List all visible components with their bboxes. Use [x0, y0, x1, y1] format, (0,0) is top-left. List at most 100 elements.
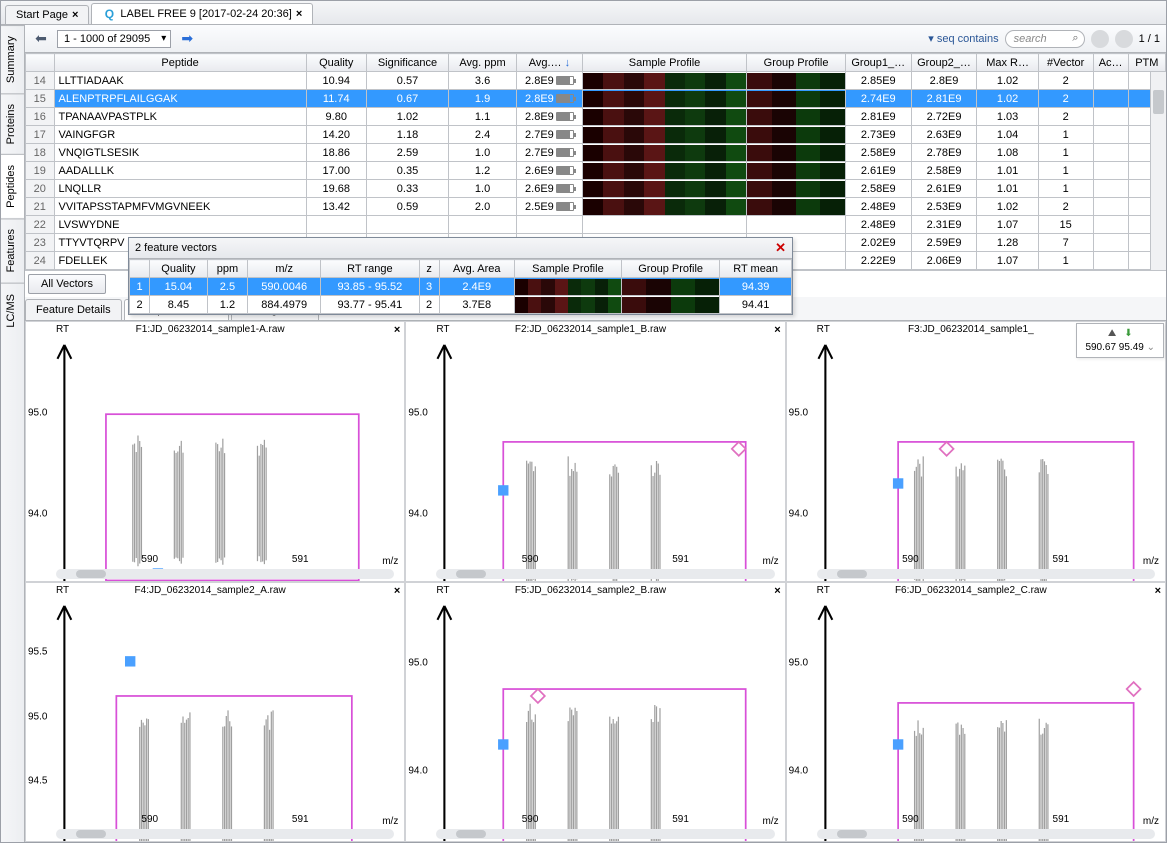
- panel-title: 2 feature vectors: [135, 242, 217, 254]
- column-header[interactable]: Avg.… ↓: [517, 54, 583, 72]
- close-icon[interactable]: ×: [296, 8, 302, 20]
- plot-chart[interactable]: [54, 599, 400, 843]
- x-tick: 590: [902, 814, 919, 825]
- horizontal-scrollbar[interactable]: [436, 569, 774, 579]
- column-header[interactable]: Ac…: [1093, 54, 1128, 72]
- close-icon[interactable]: ×: [394, 324, 400, 336]
- plot-panel: F2:JD_06232014_sample1_B.raw×RTm/z95.094…: [405, 321, 785, 582]
- x-tick: 591: [672, 814, 689, 825]
- column-header[interactable]: Group Profile: [747, 54, 846, 72]
- toolbar-button-1[interactable]: [1091, 30, 1109, 48]
- close-icon[interactable]: ×: [1155, 585, 1161, 597]
- plot-title: F2:JD_06232014_sample1_B.raw: [406, 324, 774, 335]
- column-header[interactable]: #Vector: [1038, 54, 1093, 72]
- column-header[interactable]: Peptide: [54, 54, 306, 72]
- column-header[interactable]: Avg. Area: [439, 260, 514, 278]
- horizontal-scrollbar[interactable]: [817, 569, 1155, 579]
- chevron-down-icon[interactable]: ⌄: [1147, 342, 1155, 353]
- column-header[interactable]: Sample Profile: [582, 54, 746, 72]
- vertical-scrollbar[interactable]: [1150, 72, 1166, 270]
- bottom-tab[interactable]: Feature Details: [25, 299, 122, 320]
- column-header[interactable]: ppm: [207, 260, 247, 278]
- y-tick: 94.0: [789, 765, 808, 776]
- side-tab-summary[interactable]: Summary: [1, 25, 24, 93]
- column-header[interactable]: Sample Profile: [514, 260, 621, 278]
- table-row[interactable]: 19AADALLLK17.000.351.22.6E92.61E92.58E91…: [26, 162, 1166, 180]
- plot-chart[interactable]: [815, 599, 1161, 843]
- column-header[interactable]: Quality: [150, 260, 208, 278]
- peak-icon[interactable]: ⛰: [1108, 328, 1116, 339]
- plot-chart[interactable]: [434, 338, 780, 582]
- side-tab-proteins[interactable]: Proteins: [1, 93, 24, 154]
- filter-dropdown[interactable]: ▾ seq contains: [928, 32, 998, 45]
- column-header[interactable]: RT mean: [720, 260, 792, 278]
- search-placeholder: search: [1014, 33, 1047, 45]
- plot-title: F4:JD_06232014_sample2_A.raw: [26, 585, 394, 596]
- horizontal-scrollbar[interactable]: [56, 829, 394, 839]
- y-tick: 95.5: [28, 647, 47, 658]
- column-header[interactable]: Significance: [366, 54, 448, 72]
- close-icon[interactable]: ×: [774, 324, 780, 336]
- y-tick: 94.0: [789, 509, 808, 520]
- horizontal-scrollbar[interactable]: [817, 829, 1155, 839]
- y-axis-label: RT: [436, 585, 449, 596]
- info-value: 590.67 95.49: [1085, 342, 1143, 353]
- table-row[interactable]: 18VNQIGTLSESIK18.862.591.02.7E92.58E92.7…: [26, 144, 1166, 162]
- close-icon[interactable]: ✕: [775, 240, 786, 256]
- export-icon[interactable]: ⬇: [1124, 328, 1132, 339]
- tab-label-free[interactable]: Q LABEL FREE 9 [2017-02-24 20:36] ×: [91, 3, 313, 24]
- column-header[interactable]: [26, 54, 55, 72]
- y-tick: 95.0: [789, 408, 808, 419]
- column-header[interactable]: Group1_…: [845, 54, 911, 72]
- close-icon[interactable]: ×: [394, 585, 400, 597]
- plot-title: F6:JD_06232014_sample2_C.raw: [787, 585, 1155, 596]
- tab-start-page[interactable]: Start Page ×: [5, 5, 89, 24]
- table-row[interactable]: 15ALENPTRPFLAILGGAK11.740.671.92.8E92.74…: [26, 90, 1166, 108]
- table-row[interactable]: 16TPANAAVPASTPLK9.801.021.12.8E92.81E92.…: [26, 108, 1166, 126]
- all-vectors-button[interactable]: All Vectors: [28, 274, 106, 294]
- column-header[interactable]: Group2_…: [911, 54, 977, 72]
- column-header[interactable]: Avg. ppm: [449, 54, 517, 72]
- x-tick: 590: [902, 554, 919, 565]
- y-tick: 95.0: [408, 658, 427, 669]
- plot-chart[interactable]: [815, 338, 1161, 582]
- side-tab-peptides[interactable]: Peptides: [1, 154, 24, 218]
- table-row[interactable]: 21VVITAPSSTAPMFVMGVNEEK13.420.592.02.5E9…: [26, 198, 1166, 216]
- table-row[interactable]: 22LVSWYDNE2.48E92.31E91.0715: [26, 216, 1166, 234]
- table-row[interactable]: 14LLTTIADAAK10.940.573.62.8E92.85E92.8E9…: [26, 72, 1166, 90]
- table-row[interactable]: 17VAINGFGR14.201.182.42.7E92.73E92.63E91…: [26, 126, 1166, 144]
- close-icon[interactable]: ×: [72, 9, 78, 21]
- toolbar-button-2[interactable]: [1115, 30, 1133, 48]
- close-icon[interactable]: ×: [774, 585, 780, 597]
- filter-label: seq contains: [937, 33, 999, 45]
- horizontal-scrollbar[interactable]: [436, 829, 774, 839]
- column-header[interactable]: RT range: [321, 260, 419, 278]
- plot-chart[interactable]: [54, 338, 400, 582]
- y-tick: 94.0: [28, 509, 47, 520]
- plot-chart[interactable]: [434, 599, 780, 843]
- column-header[interactable]: Max R…: [977, 54, 1038, 72]
- y-axis-label: RT: [817, 585, 830, 596]
- column-header[interactable]: [130, 260, 150, 278]
- column-header[interactable]: z: [419, 260, 439, 278]
- nav-back-arrow-icon[interactable]: ⬅: [31, 29, 51, 49]
- pager-label: 1 / 1: [1139, 33, 1160, 45]
- column-header[interactable]: Quality: [306, 54, 366, 72]
- range-label: 1 - 1000 of 29095: [64, 33, 150, 45]
- column-header[interactable]: PTM: [1128, 54, 1165, 72]
- table-row[interactable]: 28.451.2884.497993.77 - 95.4123.7E894.41: [130, 296, 792, 314]
- horizontal-scrollbar[interactable]: [56, 569, 394, 579]
- plot-panel: F6:JD_06232014_sample2_C.raw×RTm/z95.094…: [786, 582, 1166, 843]
- side-tab-features[interactable]: Features: [1, 218, 24, 282]
- range-selector[interactable]: 1 - 1000 of 29095: [57, 30, 171, 48]
- tab-label: LABEL FREE 9 [2017-02-24 20:36]: [120, 8, 291, 20]
- side-tab-lc/ms[interactable]: LC/MS: [1, 283, 24, 338]
- column-header[interactable]: Group Profile: [622, 260, 720, 278]
- table-row[interactable]: 20LNQLLR19.680.331.02.6E92.58E92.61E91.0…: [26, 180, 1166, 198]
- x-tick: 590: [522, 554, 539, 565]
- y-axis-label: RT: [56, 585, 69, 596]
- table-row[interactable]: 115.042.5590.004693.85 - 95.5232.4E994.3…: [130, 278, 792, 296]
- nav-forward-arrow-icon[interactable]: ➡: [177, 29, 197, 49]
- column-header[interactable]: m/z: [248, 260, 321, 278]
- search-input[interactable]: search: [1005, 30, 1085, 48]
